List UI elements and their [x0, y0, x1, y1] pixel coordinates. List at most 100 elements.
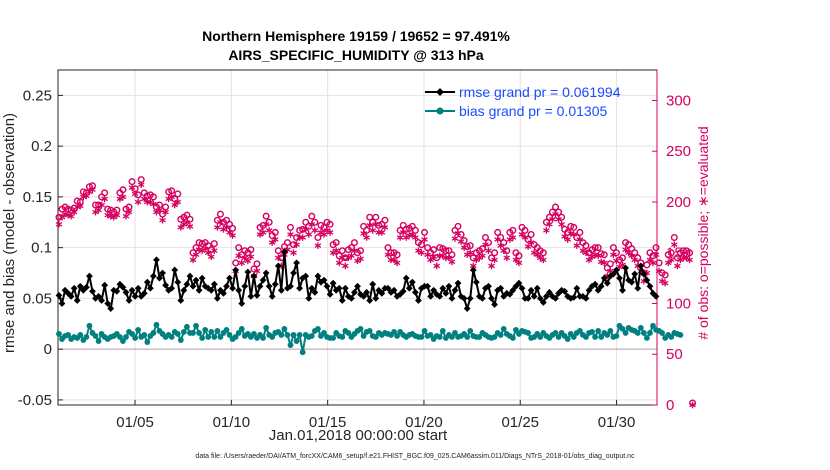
rmse-point [497, 284, 505, 292]
rmse-point [195, 286, 203, 294]
rmse-point [308, 284, 316, 292]
bias-point [196, 330, 202, 336]
obs-evaluated-point [445, 254, 453, 262]
bias-point [77, 332, 84, 338]
obs-evaluated-point [533, 251, 541, 259]
obs-evaluated-stroke [497, 243, 504, 248]
rmse-point [247, 292, 255, 300]
obs-evaluated-point [649, 259, 657, 267]
obs-evaluated-point [287, 231, 294, 238]
obs-evaluated-stroke [186, 224, 194, 229]
bias-point [668, 334, 675, 340]
bias-point [153, 321, 160, 328]
bias-point [647, 330, 653, 336]
obs-evaluated-point [238, 259, 246, 267]
obs-possible-point [350, 239, 358, 247]
rmse-point [360, 292, 367, 300]
bias-point [314, 325, 321, 332]
obs-evaluated-point [95, 206, 102, 214]
obs-evaluated-stroke [622, 247, 629, 252]
obs-evaluated-point [162, 208, 169, 216]
bias-point [235, 330, 242, 336]
obs-possible-point [308, 212, 316, 220]
rmse-point [287, 282, 294, 290]
bias-point [263, 324, 270, 331]
obs-possible-point [393, 251, 401, 259]
rmse-point [271, 280, 279, 288]
obs-evaluated-point [686, 256, 693, 264]
obs-possible-point [165, 188, 173, 196]
y2-axis-label: # of obs: o=possible; ∗=evaluated [695, 126, 711, 339]
bias-point [421, 327, 428, 334]
obs-evaluated-stroke [649, 260, 657, 266]
obs-evaluated-point [351, 247, 358, 254]
obs-evaluated-stroke [119, 194, 127, 200]
obs-possible-point [679, 247, 687, 255]
rmse-point [82, 283, 90, 291]
obs-evaluated-point [189, 256, 197, 264]
obs-evaluated-stroke [211, 248, 218, 253]
obs-evaluated-stroke [357, 256, 364, 262]
obs-evaluated-stroke [262, 222, 270, 227]
bias-point [184, 323, 190, 330]
obs-evaluated-point [460, 244, 468, 251]
rmse-point [70, 284, 78, 292]
bias-point [141, 332, 148, 338]
obs-evaluated-stroke [192, 252, 200, 258]
rmse-point [384, 284, 392, 292]
obs-evaluated-point [171, 201, 179, 209]
rmse-point [86, 272, 93, 280]
rmse-point [107, 305, 115, 312]
obs-evaluated-stroke [271, 237, 279, 242]
obs-evaluated-stroke [137, 182, 145, 187]
obs-evaluated-point [594, 252, 602, 260]
obs-evaluated-point [293, 241, 300, 248]
bias-point [564, 336, 571, 342]
obs-evaluated-stroke [125, 209, 133, 215]
obs-evaluated-stroke [67, 213, 75, 219]
obs-evaluated-point [491, 256, 498, 264]
obs-evaluated-point [168, 193, 175, 201]
obs-evaluated-stroke [207, 254, 215, 260]
obs-evaluated-point [451, 235, 459, 242]
rmse-point [542, 292, 550, 300]
bias-point [202, 326, 209, 333]
rmse-point [536, 295, 544, 302]
obs-evaluated-point [625, 249, 632, 257]
obs-evaluated-stroke [241, 255, 249, 261]
rmse-point [277, 286, 285, 294]
rmse-point [372, 295, 380, 302]
obs-evaluated-point [646, 256, 654, 264]
rmse-point [89, 287, 96, 295]
obs-evaluated-stroke [311, 228, 319, 233]
legend-marker [436, 88, 444, 96]
obs-evaluated-point [290, 249, 297, 257]
obs-possible-point [424, 244, 432, 252]
obs-evaluated-stroke [140, 196, 148, 202]
rmse-point [244, 268, 252, 276]
rmse-point [189, 282, 197, 290]
bias-point [217, 334, 224, 340]
rmse-point [424, 282, 431, 290]
obs-evaluated-stroke [689, 402, 696, 408]
bias-point [604, 332, 611, 338]
rmse-point [436, 292, 444, 300]
obs-possible-point [491, 249, 499, 257]
obs-evaluated-stroke [366, 223, 374, 228]
obs-possible-point [661, 271, 669, 279]
obs-evaluated-point [430, 253, 437, 261]
obs-possible-point [119, 186, 127, 194]
rmse-point [262, 269, 270, 277]
obs-evaluated-point [128, 184, 136, 192]
obs-evaluated-stroke [457, 239, 465, 244]
obs-evaluated-point [497, 242, 504, 249]
y-tick-label: 0.15 [23, 189, 52, 206]
obs-evaluated-stroke [579, 248, 587, 253]
obs-evaluated-point [494, 236, 501, 243]
obs-evaluated-point [186, 223, 194, 230]
rmse-point [631, 270, 639, 278]
obs-evaluated-stroke [460, 245, 468, 250]
rmse-point [226, 274, 233, 282]
rmse-point [146, 284, 154, 292]
obs-evaluated-stroke [265, 228, 273, 233]
